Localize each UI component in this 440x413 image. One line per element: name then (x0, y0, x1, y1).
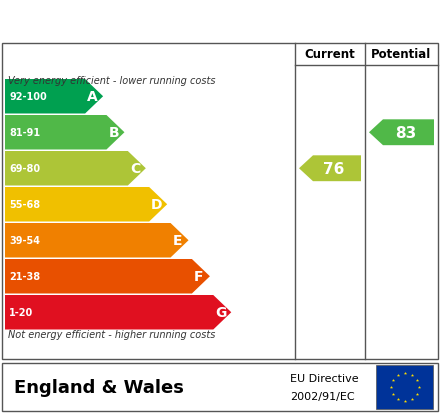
Text: A: A (87, 90, 98, 104)
Text: Potential: Potential (371, 48, 432, 62)
Text: F: F (194, 270, 203, 284)
Text: Very energy efficient - lower running costs: Very energy efficient - lower running co… (8, 76, 216, 86)
Text: 55-68: 55-68 (9, 200, 40, 210)
Polygon shape (5, 259, 210, 294)
Polygon shape (5, 188, 167, 222)
Text: 83: 83 (395, 126, 416, 140)
Text: 76: 76 (323, 161, 345, 176)
Text: 2002/91/EC: 2002/91/EC (290, 392, 355, 401)
Text: Not energy efficient - higher running costs: Not energy efficient - higher running co… (8, 329, 215, 339)
Text: Current: Current (304, 48, 356, 62)
Text: England & Wales: England & Wales (14, 378, 184, 396)
Text: D: D (151, 198, 163, 212)
Text: B: B (108, 126, 119, 140)
Text: 69-80: 69-80 (9, 164, 40, 174)
Text: 1-20: 1-20 (9, 308, 33, 318)
Text: G: G (215, 306, 227, 320)
Polygon shape (299, 156, 361, 182)
Polygon shape (5, 223, 188, 258)
Text: EU Directive: EU Directive (290, 373, 359, 383)
Text: 39-54: 39-54 (9, 236, 40, 246)
Text: E: E (172, 234, 182, 248)
Text: 21-38: 21-38 (9, 272, 40, 282)
Text: 81-91: 81-91 (9, 128, 40, 138)
Bar (376, 365, 433, 409)
Text: 92-100: 92-100 (9, 92, 47, 102)
Polygon shape (5, 80, 103, 114)
Polygon shape (5, 152, 146, 186)
Polygon shape (5, 116, 125, 150)
Text: Energy Efficiency Rating: Energy Efficiency Rating (11, 11, 318, 31)
Polygon shape (5, 295, 231, 330)
Polygon shape (369, 120, 434, 146)
Text: C: C (130, 162, 140, 176)
